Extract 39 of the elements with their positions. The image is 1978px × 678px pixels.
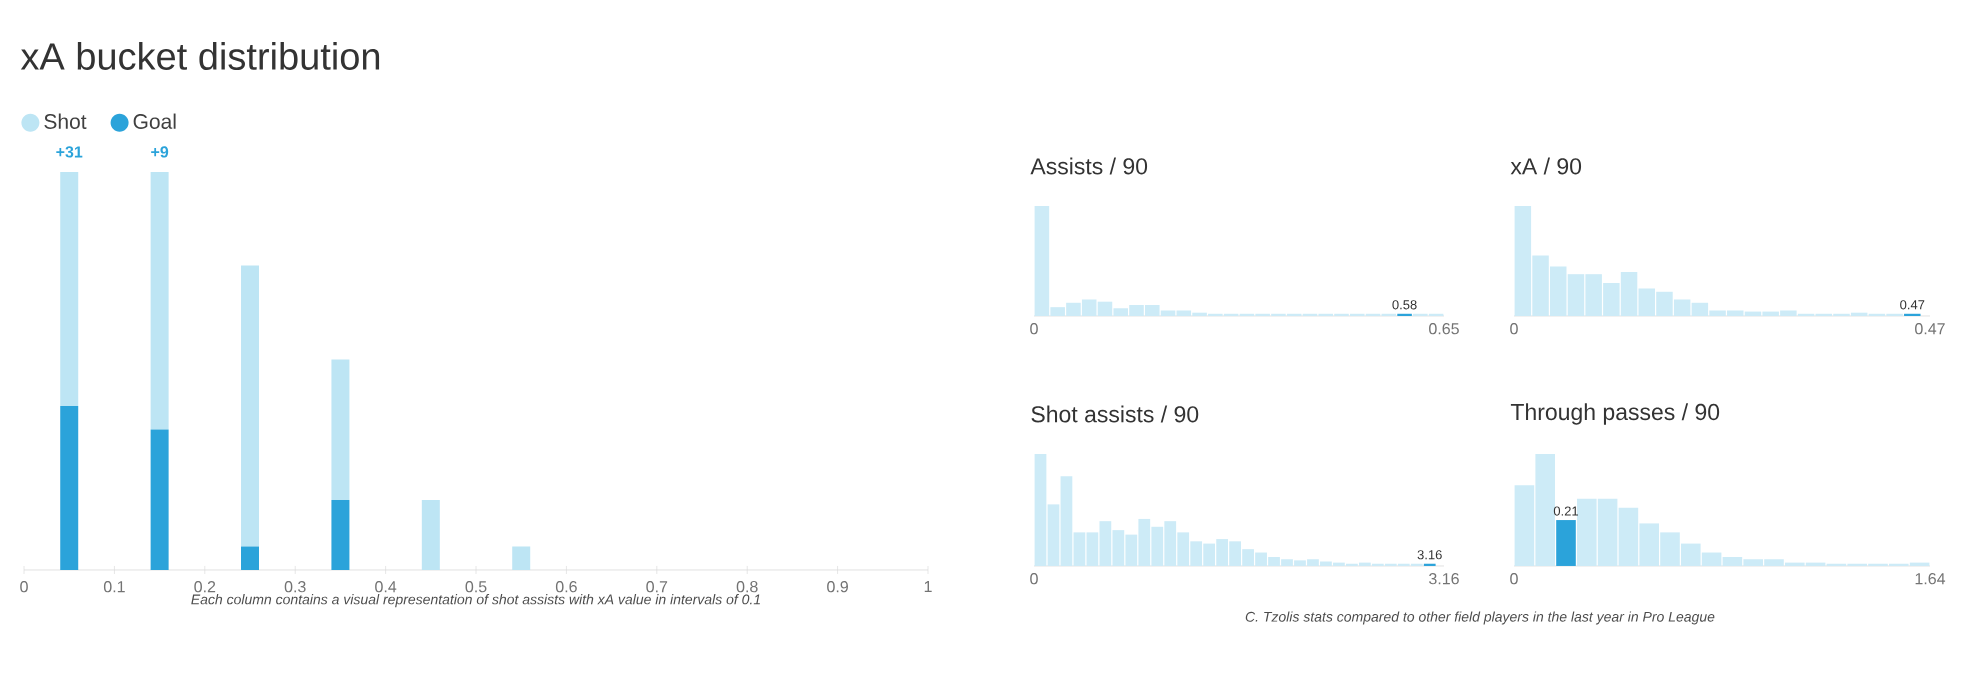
bar: [241, 546, 260, 570]
x-tick-label: 1.64: [1915, 573, 1946, 585]
legend-label: Shot: [44, 113, 87, 129]
chart-title: Assists / 90: [1030, 157, 1148, 175]
bar: [150, 171, 169, 430]
x-tick-label: 0: [20, 581, 28, 593]
text: +31: [56, 146, 83, 158]
x-tick-label: 0.5: [465, 581, 487, 593]
bar: [331, 359, 350, 500]
text: +9: [151, 146, 169, 158]
x-tick-label: 0.6: [555, 581, 577, 593]
bar: [512, 546, 531, 570]
bar: [150, 429, 169, 570]
chart-title: Through passes / 90: [1510, 403, 1720, 425]
bar: [60, 171, 79, 406]
x-tick-label: 0: [1510, 573, 1518, 585]
bar: [1556, 520, 1576, 566]
x-tick-label: 0.3: [284, 581, 306, 593]
chart-title: xA bucket distribution: [20, 42, 380, 70]
x-tick-label: 0: [1510, 323, 1518, 335]
x-tick-label: 3.16: [1429, 573, 1459, 585]
x-tick-label: 0.4: [375, 581, 397, 593]
x-tick-label: 0.8: [736, 581, 758, 593]
x-tick-label: 0: [1030, 573, 1038, 585]
bar: [421, 499, 440, 570]
x-tick-label: 0.9: [827, 581, 848, 593]
chart-title: Shot assists / 90: [1031, 405, 1199, 423]
x-tick-label: 0.47: [1915, 323, 1945, 335]
bar: [60, 406, 79, 570]
x-tick-label: 0.7: [646, 581, 668, 593]
chart-title: xA / 90: [1510, 157, 1582, 175]
legend-label: Goal: [133, 113, 176, 129]
x-tick-label: 0.2: [194, 581, 216, 593]
x-tick-label: 1: [924, 581, 932, 593]
x-tick-label: 0.65: [1429, 323, 1459, 335]
x-tick-label: 0.1: [103, 581, 125, 593]
bar: [331, 499, 350, 570]
x-tick-label: 0: [1030, 323, 1038, 335]
bar: [241, 265, 260, 547]
